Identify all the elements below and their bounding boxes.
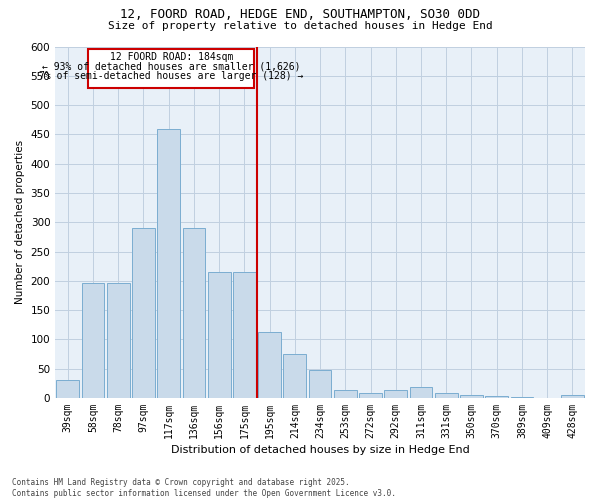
Bar	[182, 228, 205, 398]
Text: Size of property relative to detached houses in Hedge End: Size of property relative to detached ho…	[107, 21, 493, 31]
Bar	[410, 388, 433, 398]
Bar	[435, 392, 458, 398]
Bar	[82, 282, 104, 398]
Text: ← 93% of detached houses are smaller (1,626): ← 93% of detached houses are smaller (1,…	[42, 62, 301, 72]
Text: 12 FOORD ROAD: 184sqm: 12 FOORD ROAD: 184sqm	[110, 52, 233, 62]
Bar	[485, 396, 508, 398]
Text: Contains HM Land Registry data © Crown copyright and database right 2025.
Contai: Contains HM Land Registry data © Crown c…	[12, 478, 396, 498]
Bar	[309, 370, 331, 398]
Text: 12, FOORD ROAD, HEDGE END, SOUTHAMPTON, SO30 0DD: 12, FOORD ROAD, HEDGE END, SOUTHAMPTON, …	[120, 8, 480, 20]
Bar	[283, 354, 306, 398]
Bar	[132, 228, 155, 398]
FancyBboxPatch shape	[88, 50, 254, 88]
Text: 7% of semi-detached houses are larger (128) →: 7% of semi-detached houses are larger (1…	[39, 71, 304, 81]
Bar	[157, 128, 180, 398]
Bar	[258, 332, 281, 398]
Bar	[359, 392, 382, 398]
Bar	[561, 395, 584, 398]
Bar	[385, 390, 407, 398]
Bar	[233, 272, 256, 398]
Bar	[107, 282, 130, 398]
Bar	[460, 395, 483, 398]
X-axis label: Distribution of detached houses by size in Hedge End: Distribution of detached houses by size …	[171, 445, 469, 455]
Bar	[511, 397, 533, 398]
Bar	[56, 380, 79, 398]
Bar	[334, 390, 356, 398]
Bar	[208, 272, 230, 398]
Y-axis label: Number of detached properties: Number of detached properties	[15, 140, 25, 304]
